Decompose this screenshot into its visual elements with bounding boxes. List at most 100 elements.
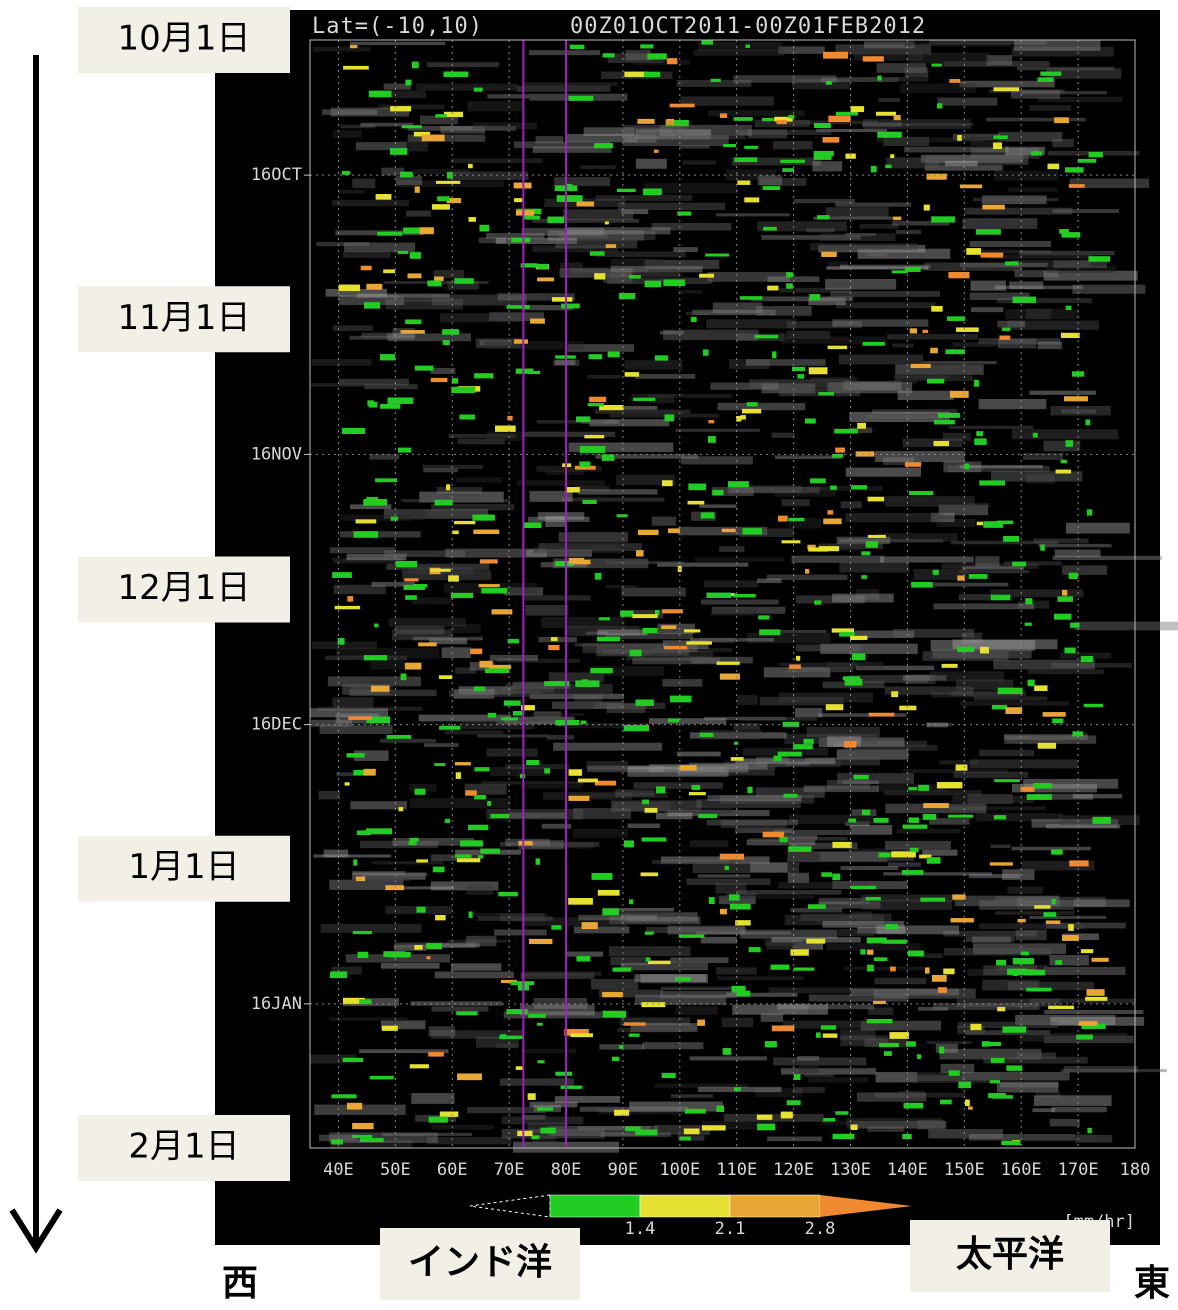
texture-speck bbox=[920, 898, 945, 902]
texture-speck bbox=[689, 792, 706, 795]
texture-streak bbox=[435, 972, 514, 979]
texture-speck bbox=[588, 403, 604, 406]
texture-speck bbox=[422, 135, 445, 142]
texture-speck bbox=[576, 416, 590, 422]
texture-speck bbox=[359, 999, 371, 1004]
texture-speck bbox=[879, 852, 891, 857]
texture-speck bbox=[617, 514, 628, 517]
texture-speck bbox=[352, 1123, 374, 1129]
texture-speck bbox=[747, 402, 758, 406]
texture-speck bbox=[490, 814, 509, 818]
texture-speck bbox=[891, 691, 898, 697]
texture-speck bbox=[1054, 614, 1071, 620]
texture-speck bbox=[408, 273, 422, 278]
texture-streak bbox=[1074, 899, 1130, 907]
texture-speck bbox=[821, 1025, 836, 1029]
texture-speck bbox=[1026, 988, 1051, 992]
texture-speck bbox=[876, 112, 896, 116]
texture-speck bbox=[997, 1007, 1005, 1011]
texture-speck bbox=[375, 478, 397, 482]
texture-speck bbox=[1040, 71, 1061, 75]
texture-streak bbox=[594, 703, 665, 709]
texture-speck bbox=[763, 186, 780, 190]
texture-streak bbox=[699, 504, 736, 507]
texture-speck bbox=[575, 680, 599, 687]
texture-speck bbox=[637, 119, 654, 124]
texture-streak bbox=[413, 637, 483, 641]
texture-streak bbox=[555, 240, 637, 248]
texture-speck bbox=[538, 264, 549, 269]
texture-streak bbox=[885, 496, 975, 506]
texture-speck bbox=[374, 624, 378, 628]
texture-streak bbox=[1011, 90, 1060, 99]
texture-streak bbox=[625, 50, 651, 61]
texture-speck bbox=[735, 920, 751, 925]
texture-speck bbox=[730, 904, 751, 910]
texture-speck bbox=[582, 922, 598, 929]
texture-streak bbox=[664, 808, 732, 813]
texture-speck bbox=[594, 273, 605, 279]
texture-speck bbox=[937, 782, 963, 788]
texture-speck bbox=[908, 951, 924, 957]
texture-speck bbox=[1057, 596, 1072, 601]
texture-streak bbox=[948, 426, 1033, 429]
texture-speck bbox=[670, 696, 692, 703]
date-label: 12月1日 bbox=[118, 568, 251, 608]
texture-speck bbox=[578, 779, 598, 783]
texture-speck bbox=[416, 859, 428, 862]
texture-streak bbox=[995, 896, 1058, 901]
texture-streak bbox=[838, 929, 874, 936]
texture-streak bbox=[611, 258, 663, 267]
colorbar-segment bbox=[640, 1195, 730, 1217]
texture-speck bbox=[1013, 297, 1036, 303]
texture-speck bbox=[434, 763, 445, 766]
texture-streak bbox=[696, 932, 791, 935]
texture-speck bbox=[581, 721, 587, 725]
direction-label: 西 bbox=[222, 1263, 258, 1304]
texture-streak bbox=[979, 900, 1074, 910]
texture-speck bbox=[664, 646, 687, 649]
texture-streak bbox=[782, 499, 810, 506]
texture-streak bbox=[389, 618, 466, 627]
texture-streak bbox=[596, 251, 686, 257]
texture-speck bbox=[426, 943, 441, 949]
texture-streak bbox=[788, 873, 809, 883]
texture-speck bbox=[711, 79, 721, 82]
texture-streak bbox=[751, 296, 853, 301]
texture-streak bbox=[923, 651, 1009, 661]
texture-streak bbox=[523, 595, 591, 600]
texture-speck bbox=[894, 115, 901, 120]
texture-speck bbox=[1076, 1035, 1093, 1040]
texture-speck bbox=[479, 225, 489, 232]
texture-speck bbox=[1066, 306, 1072, 310]
colorbar-label: 1.4 bbox=[625, 1219, 656, 1239]
texture-streak bbox=[778, 1004, 874, 1009]
texture-speck bbox=[746, 45, 750, 48]
texture-streak bbox=[1043, 441, 1080, 452]
texture-speck bbox=[1048, 1006, 1074, 1009]
texture-speck bbox=[624, 1022, 646, 1025]
texture-speck bbox=[633, 398, 655, 401]
texture-speck bbox=[1013, 958, 1034, 964]
texture-streak bbox=[876, 137, 984, 142]
texture-speck bbox=[885, 924, 898, 929]
texture-streak bbox=[675, 429, 760, 432]
header-period: 00Z01OCT2011-00Z01FEB2012 bbox=[570, 14, 926, 39]
texture-speck bbox=[1069, 860, 1088, 866]
texture-streak bbox=[734, 723, 760, 730]
texture-speck bbox=[561, 304, 580, 309]
texture-streak bbox=[580, 166, 615, 169]
texture-speck bbox=[737, 180, 750, 184]
colorbar-label: 2.1 bbox=[715, 1219, 746, 1239]
texture-speck bbox=[1020, 787, 1034, 792]
texture-speck bbox=[956, 765, 968, 771]
texture-streak bbox=[962, 566, 1024, 570]
texture-speck bbox=[357, 830, 371, 835]
texture-speck bbox=[814, 600, 821, 604]
texture-speck bbox=[451, 387, 475, 393]
texture-streak bbox=[370, 660, 404, 670]
texture-speck bbox=[1085, 419, 1090, 425]
texture-speck bbox=[645, 281, 662, 288]
texture-speck bbox=[589, 397, 606, 402]
texture-speck bbox=[680, 1137, 691, 1141]
